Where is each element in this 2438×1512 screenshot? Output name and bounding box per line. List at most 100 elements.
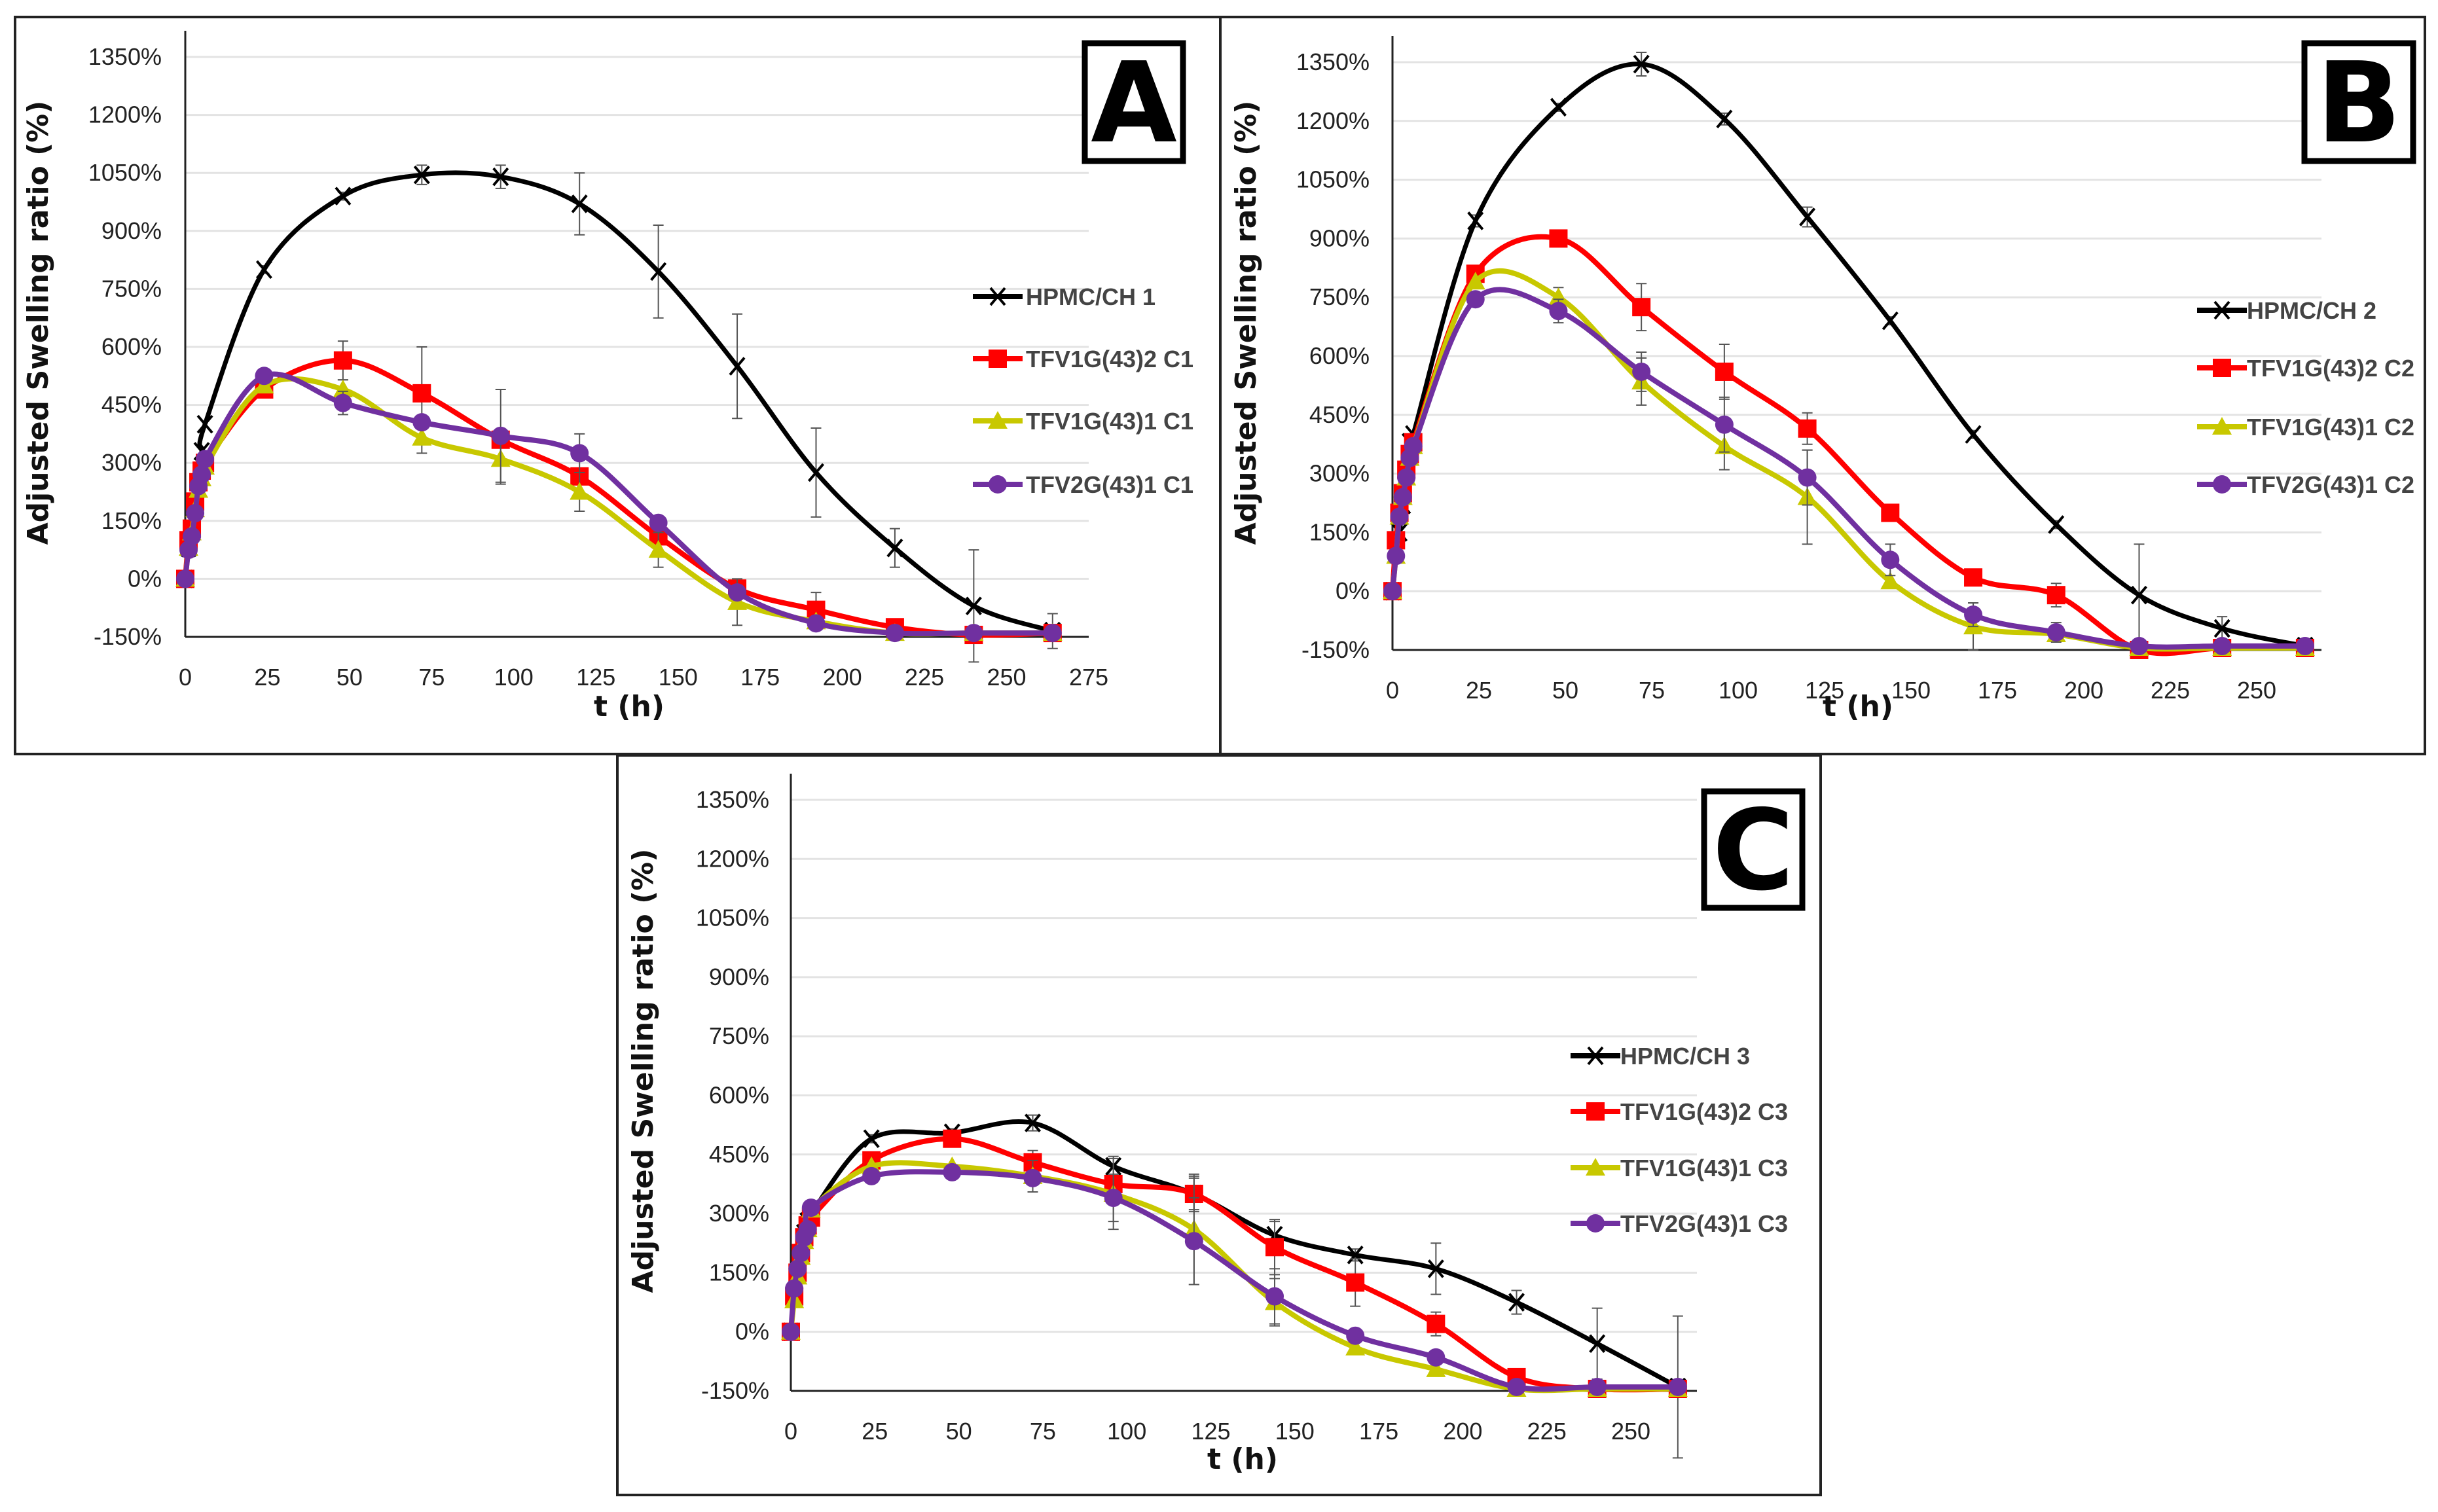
series-hpmc-ch-1 — [177, 164, 1061, 663]
panel-letter-box — [1701, 788, 1806, 911]
data-point — [1508, 1293, 1525, 1312]
data-point — [1716, 109, 1733, 129]
data-point — [782, 1322, 800, 1341]
data-point — [1799, 207, 1816, 226]
x-tick-label: 150 — [659, 664, 698, 691]
x-tick-label: 175 — [1359, 1418, 1398, 1445]
legend-marker — [2213, 300, 2230, 320]
data-point — [964, 624, 983, 643]
y-tick-label: 750% — [1309, 283, 1370, 310]
panel-letter: A — [1091, 39, 1177, 168]
data-point — [333, 393, 352, 412]
data-point — [965, 596, 982, 616]
data-point — [863, 1129, 880, 1149]
x-tick-label: 250 — [1611, 1418, 1650, 1445]
data-point — [807, 463, 825, 482]
data-point — [255, 367, 274, 386]
y-tick-label: 1200% — [696, 845, 769, 872]
data-point — [807, 614, 826, 633]
data-point — [2130, 637, 2149, 656]
y-tick-label: 750% — [709, 1022, 769, 1049]
y-tick-label: 1350% — [88, 43, 162, 70]
x-tick-label: 75 — [418, 664, 445, 691]
y-tick-label: 450% — [101, 391, 162, 418]
data-point — [1023, 1168, 1042, 1187]
data-point — [1465, 272, 1485, 290]
data-point — [1881, 550, 1900, 569]
data-point — [335, 187, 352, 206]
y-tick-label: 1050% — [1296, 166, 1370, 193]
data-point — [196, 414, 213, 434]
series-line — [1390, 62, 2306, 649]
data-point — [1466, 290, 1485, 309]
x-tick-label: 175 — [740, 664, 780, 691]
data-point — [648, 540, 668, 558]
chart-panel-c: -150% 0% 150% 300% 450% 600% 750% 900% 1050% 1200… — [616, 754, 1822, 1496]
y-tick-label: 0% — [735, 1318, 769, 1345]
data-point — [798, 1220, 817, 1239]
data-point — [2130, 585, 2148, 605]
data-point — [570, 482, 590, 500]
series-line — [183, 371, 1053, 637]
data-point — [186, 503, 205, 522]
series-tfv2g-43-1-c2 — [1383, 287, 2314, 656]
y-tick-label: -150% — [94, 623, 162, 650]
series-tfv2g-43-1-c1 — [176, 367, 1062, 643]
y-axis-title: Adjusted Swelling ratio (%) — [627, 849, 660, 1293]
data-point — [1346, 1326, 1365, 1345]
x-tick-label: 200 — [823, 664, 862, 691]
x-tick-label: 100 — [1107, 1418, 1146, 1445]
data-point — [728, 583, 747, 602]
x-tick-label: 25 — [1466, 677, 1492, 704]
data-point — [1715, 415, 1734, 434]
legend-label: TFV1G(43)2 C1 — [1026, 346, 1193, 372]
data-point — [1427, 1314, 1446, 1333]
legend-label: HPMC/CH 3 — [1620, 1043, 1750, 1070]
data-point — [1427, 1348, 1446, 1367]
series-line — [183, 357, 1053, 638]
y-tick-label: 900% — [101, 217, 162, 244]
x-tick-label: 25 — [862, 1418, 888, 1445]
data-point — [333, 351, 352, 370]
x-axis-title: t (h) — [1207, 1443, 1278, 1476]
data-point — [1387, 547, 1406, 566]
data-point — [801, 1198, 820, 1217]
legend-marker — [988, 411, 1008, 429]
y-tick-label: 300% — [1309, 460, 1370, 487]
x-tick-label: 125 — [576, 664, 615, 691]
x-tick-label: 125 — [1805, 677, 1844, 704]
y-tick-label: 150% — [709, 1259, 769, 1286]
data-point — [862, 1166, 881, 1185]
panel-letter-box — [2301, 40, 2416, 164]
x-tick-label: 225 — [1527, 1418, 1567, 1445]
series-line — [788, 1169, 1678, 1392]
data-point — [1427, 1259, 1444, 1278]
legend-label: TFV1G(43)2 C2 — [2247, 355, 2414, 382]
legend-label: HPMC/CH 1 — [1026, 283, 1155, 310]
legend-label: TFV2G(43)1 C3 — [1620, 1210, 1788, 1237]
data-point — [1798, 468, 1817, 487]
data-point — [1588, 1377, 1607, 1396]
data-point — [1393, 488, 1412, 507]
data-point — [791, 1244, 810, 1263]
x-tick-label: 225 — [2151, 677, 2190, 704]
data-point — [192, 465, 211, 484]
data-point — [255, 260, 272, 279]
legend-label: TFV1G(43)1 C3 — [1620, 1155, 1788, 1181]
chart-panel-a: -150% 0% 150% 300% 450% 600% 750% 900% 1050% 1200… — [14, 16, 1222, 755]
data-point — [2213, 637, 2232, 656]
data-point — [1426, 1359, 1446, 1377]
data-point — [885, 624, 904, 643]
y-tick-label: 450% — [1309, 401, 1370, 428]
data-point — [1882, 311, 1899, 331]
data-point — [1964, 605, 1983, 624]
x-tick-label: 50 — [1552, 677, 1578, 704]
x-tick-label: 225 — [905, 664, 944, 691]
y-tick-label: 150% — [1309, 518, 1370, 545]
legend-marker — [2213, 359, 2231, 377]
data-point — [2213, 619, 2230, 638]
x-tick-label: 0 — [784, 1418, 797, 1445]
data-point — [1632, 362, 1651, 381]
data-point — [1550, 98, 1567, 117]
legend-marker — [989, 350, 1007, 368]
